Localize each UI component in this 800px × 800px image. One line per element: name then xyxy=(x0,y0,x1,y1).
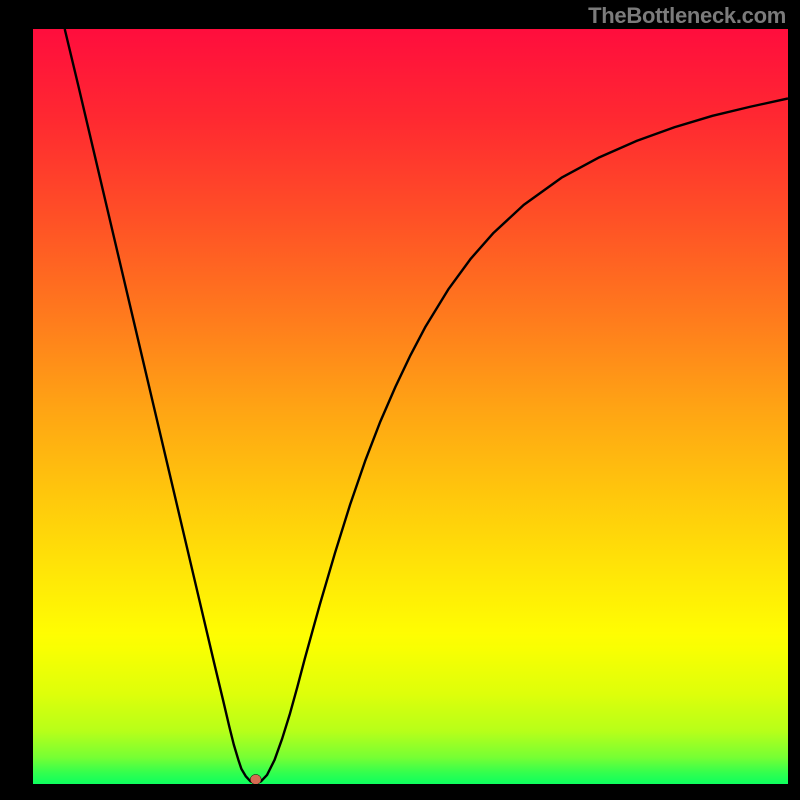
optimal-point-marker xyxy=(250,774,261,784)
plot-area xyxy=(33,29,788,784)
chart-svg xyxy=(33,29,788,784)
chart-container: TheBottleneck.com xyxy=(0,0,800,800)
gradient-background xyxy=(33,29,788,784)
watermark-text: TheBottleneck.com xyxy=(588,3,786,29)
